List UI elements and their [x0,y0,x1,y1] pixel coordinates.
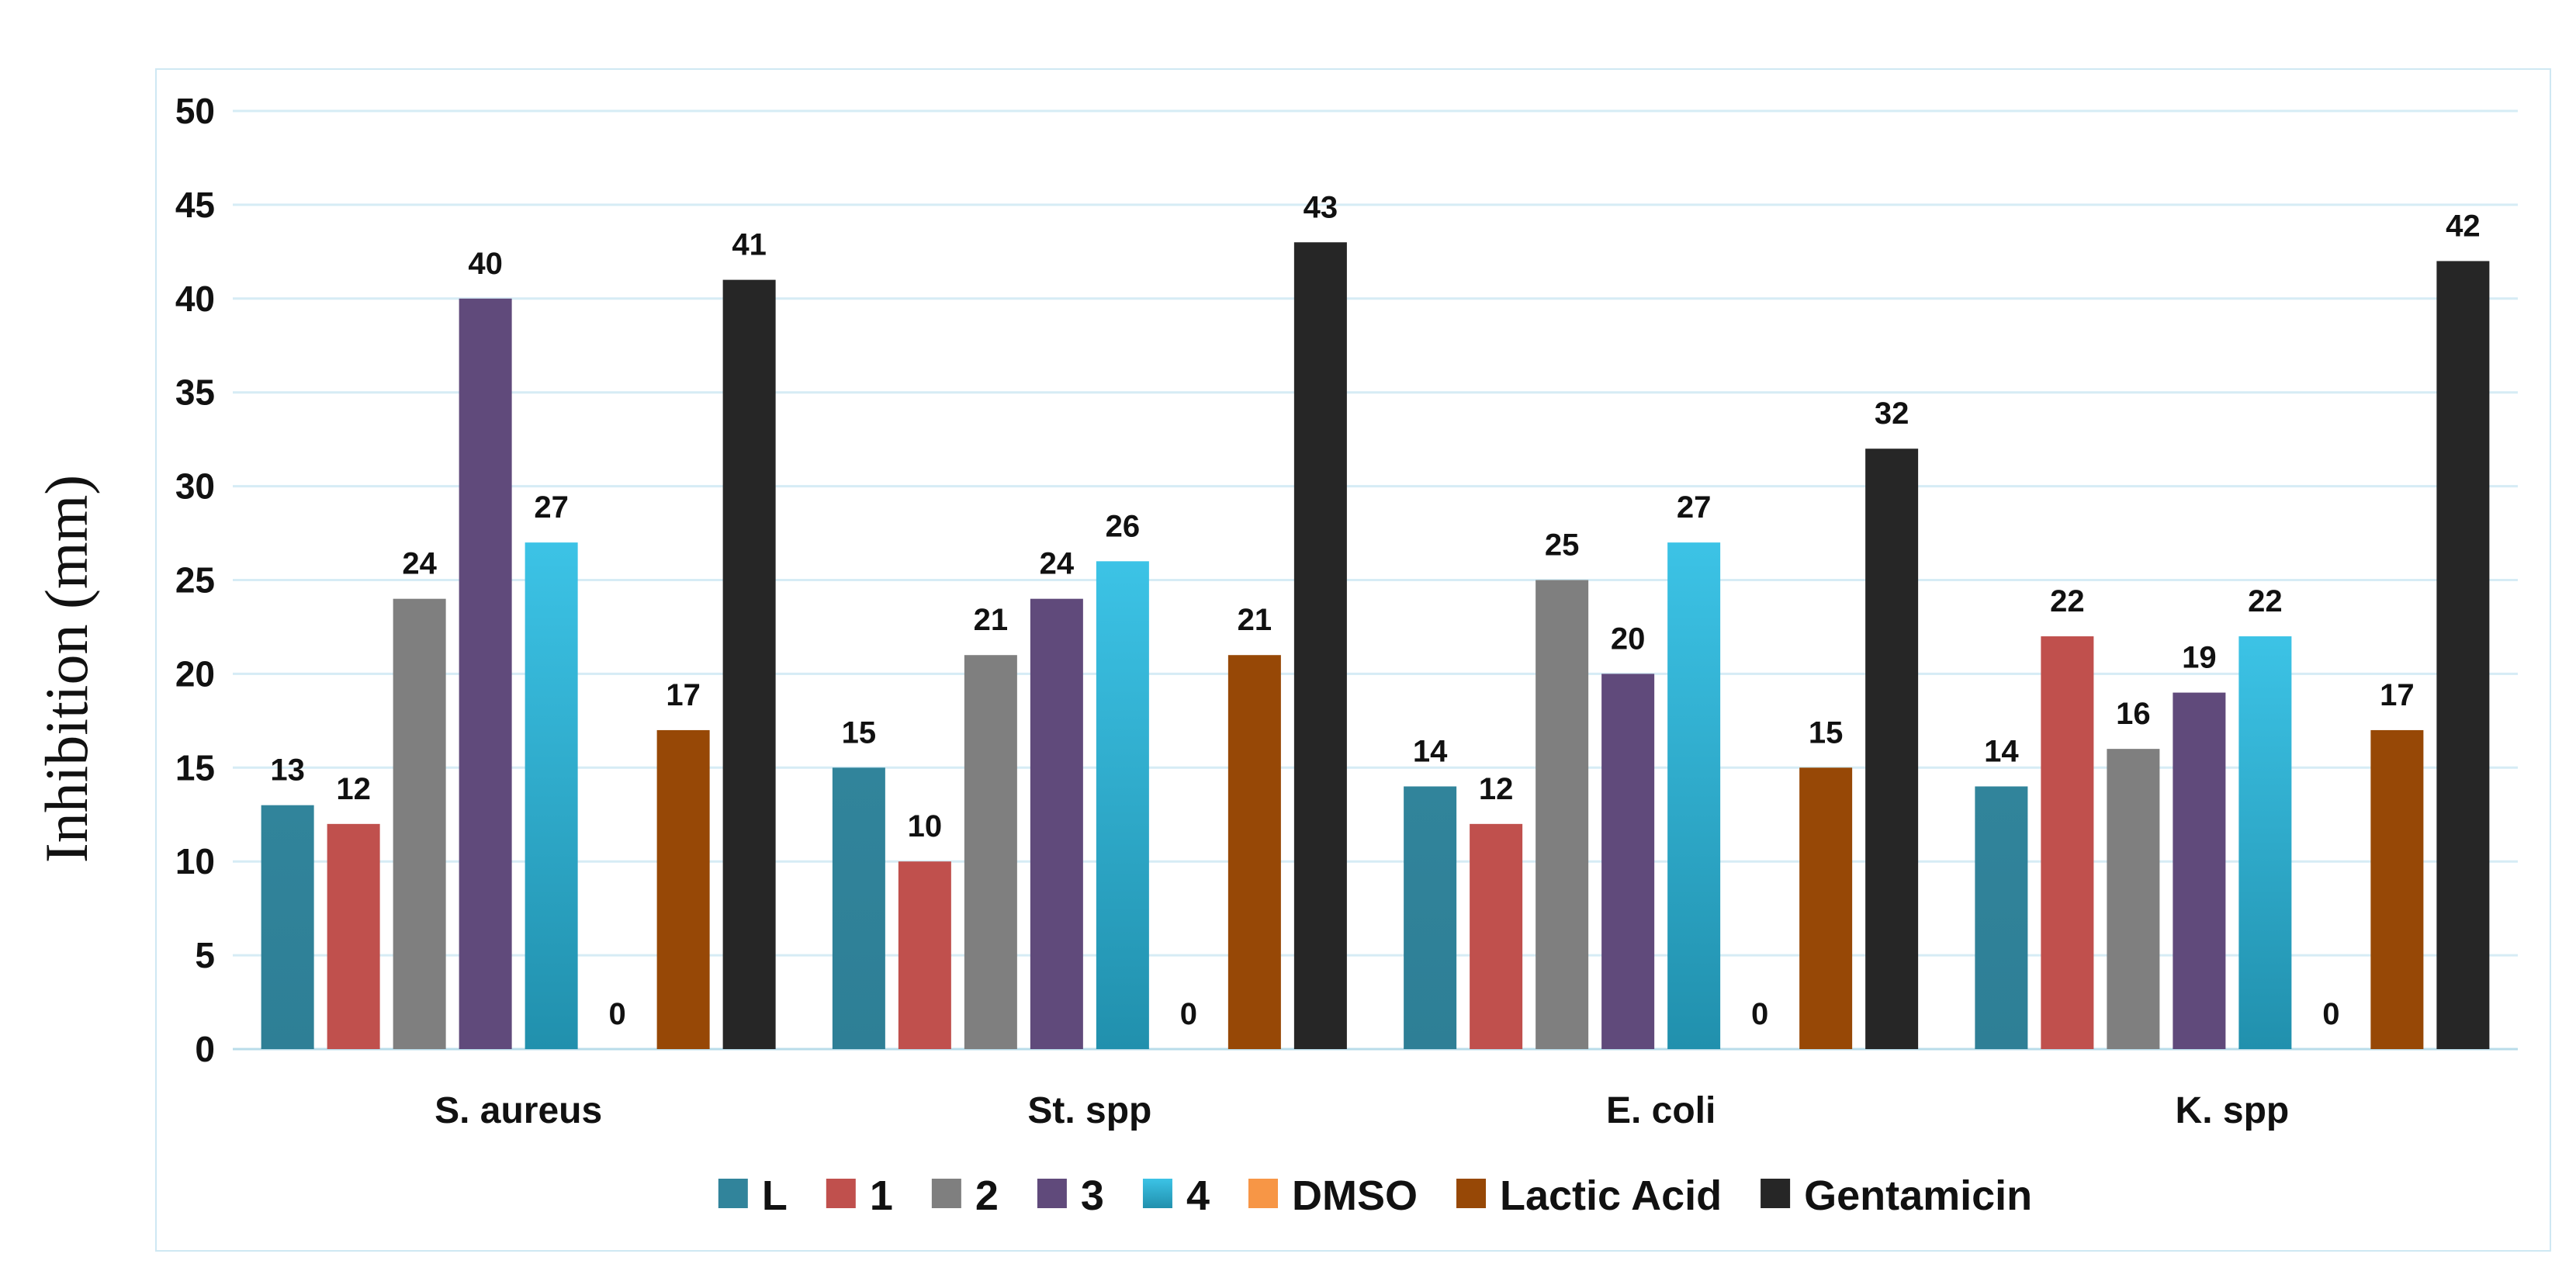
data-label: 12 [336,772,371,806]
data-label: 26 [1106,509,1141,543]
legend-swatch [826,1179,856,1208]
data-label: 0 [609,997,626,1031]
data-label: 41 [732,228,767,262]
data-label: 17 [666,678,701,712]
data-label: 24 [1040,547,1075,581]
legend: L 1 2 3 4 DMSO Lactic Acid Gentamicin [718,1172,2032,1219]
bar-l-1 [832,767,885,1049]
data-label: 24 [402,547,437,581]
y-tick-label: 35 [175,372,215,413]
bar-3-3 [2173,692,2226,1049]
data-label: 15 [842,715,877,750]
bar-4-3 [2238,636,2292,1049]
bar-2-1 [964,655,1017,1049]
data-label: 21 [1238,603,1272,637]
legend-swatch [1248,1179,1279,1208]
bar-gentamicin-1 [1293,242,1347,1049]
category-label: E. coli [1606,1090,1716,1131]
legend-label: 2 [975,1172,999,1219]
bar-lactic-acid-3 [2370,729,2424,1049]
bar-l-3 [1975,786,2028,1049]
data-label: 22 [2050,584,2085,618]
data-label: 14 [1413,734,1448,768]
bar-3-0 [459,298,512,1049]
legend-label: Gentamicin [1804,1172,2032,1219]
bar-3-1 [1030,598,1083,1049]
data-label: 15 [1809,715,1844,750]
data-label: 42 [2446,209,2481,243]
bar-1-3 [2041,636,2094,1049]
data-label: 12 [1479,772,1514,806]
data-label: 43 [1304,190,1338,224]
data-label: 25 [1545,528,1580,563]
y-tick-label: 30 [175,466,215,507]
bar-gentamicin-2 [1865,449,1919,1049]
data-label: 0 [2322,997,2339,1031]
y-tick-label: 5 [195,935,215,975]
legend-label: 4 [1186,1172,1210,1219]
bar-gentamicin-3 [2436,261,2490,1049]
bar-1-2 [1470,823,1523,1049]
data-label: 0 [1751,997,1768,1031]
data-label: 20 [1611,622,1646,656]
bar-lactic-acid-0 [656,729,710,1049]
data-label: 17 [2380,678,2415,712]
legend-swatch [718,1179,748,1208]
legend-swatch [1761,1179,1791,1208]
y-tick-label: 50 [175,91,215,131]
legend-label: 3 [1081,1172,1104,1219]
y-tick-label: 10 [175,841,215,881]
data-label: 19 [2182,641,2217,675]
x-axis-categories: S. aureus St. spp E. coli K. spp [435,1090,2289,1131]
data-label: 21 [974,603,1009,637]
category-label: S. aureus [435,1090,602,1131]
y-tick-label: 20 [175,653,215,694]
bar-2-2 [1536,580,1589,1049]
data-label: 32 [1875,397,1909,431]
bar-2-0 [393,598,446,1049]
data-labels: 13 12 24 40 27 0 17 41 15 10 21 24 26 0 21 43 14 12 25 20 27… [270,190,2480,1031]
legend-label: 1 [870,1172,893,1219]
bar-gentamicin-0 [722,279,776,1049]
y-tick-label: 45 [175,185,215,225]
data-label: 27 [534,490,569,525]
legend-swatch [1037,1179,1067,1208]
bar-4-2 [1667,542,1721,1049]
bar-1-1 [898,861,951,1049]
y-tick-label: 40 [175,279,215,319]
bar-l-0 [261,805,314,1049]
legend-swatch [1142,1179,1172,1208]
data-label: 22 [2248,584,2283,618]
legend-swatch [1456,1179,1487,1208]
data-label: 14 [1984,734,2019,768]
legend-label: Lactic Acid [1500,1172,1722,1219]
data-label: 16 [2116,697,2151,731]
y-tick-label: 0 [195,1029,215,1069]
bar-l-2 [1404,786,1457,1049]
bar-1-0 [327,823,380,1049]
bar-lactic-acid-2 [1799,767,1853,1049]
bar-lactic-acid-1 [1227,655,1281,1049]
y-axis-ticks: 0 5 10 15 20 25 30 35 40 45 50 [175,91,215,1069]
category-label: St. spp [1027,1090,1151,1131]
bar-4-1 [1096,561,1149,1049]
data-label: 10 [908,809,943,843]
bar-2-3 [2107,749,2160,1049]
legend-swatch [931,1179,961,1208]
y-axis-label: Inhibition (mm) [33,475,100,863]
data-label: 0 [1180,997,1197,1031]
legend-label: L [762,1172,788,1219]
data-label: 27 [1677,490,1712,525]
data-label: 40 [468,247,503,281]
category-label: K. spp [2176,1090,2290,1131]
bar-3-2 [1601,674,1655,1049]
data-label: 13 [270,753,305,788]
bars [261,242,2490,1049]
y-tick-label: 25 [175,560,215,601]
y-tick-label: 15 [175,747,215,788]
legend-label: DMSO [1292,1172,1418,1219]
bar-4-0 [525,542,578,1049]
